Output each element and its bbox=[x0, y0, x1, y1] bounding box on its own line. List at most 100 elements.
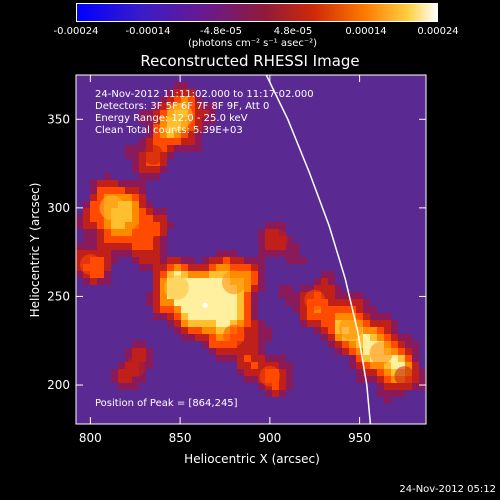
heatmap-cell bbox=[202, 334, 209, 341]
heatmap-cell bbox=[251, 348, 258, 355]
heatmap-cell bbox=[104, 278, 111, 285]
heatmap-cell bbox=[265, 383, 272, 390]
emission-region bbox=[223, 324, 245, 347]
heatmap-cell bbox=[125, 201, 132, 208]
heatmap-cell bbox=[153, 103, 160, 110]
heatmap-cell bbox=[188, 306, 195, 313]
heatmap-cell bbox=[405, 341, 412, 348]
emission-region bbox=[167, 102, 193, 129]
heatmap-cell bbox=[125, 208, 132, 215]
heatmap-cell bbox=[209, 285, 216, 292]
heatmap-cell bbox=[279, 285, 286, 292]
heatmap-cell bbox=[83, 250, 90, 257]
heatmap-cell bbox=[111, 180, 118, 187]
heatmap-cell bbox=[279, 376, 286, 383]
heatmap-cell bbox=[356, 292, 363, 299]
heatmap-cell bbox=[335, 292, 342, 299]
heatmap-cell bbox=[209, 271, 216, 278]
heatmap-cell bbox=[181, 82, 188, 89]
x-axis-label: Heliocentric X (arcsec) bbox=[184, 452, 320, 466]
heatmap-cell bbox=[146, 201, 153, 208]
heatmap-cell bbox=[328, 285, 335, 292]
emission-region bbox=[269, 230, 289, 250]
heatmap-cell bbox=[251, 264, 258, 271]
heatmap-cell bbox=[412, 376, 419, 383]
heatmap-cell bbox=[412, 341, 419, 348]
heatmap-cell bbox=[363, 362, 370, 369]
heatmap-cell bbox=[223, 355, 230, 362]
heatmap-cell bbox=[244, 278, 251, 285]
colorbar-tick-label: 4.8e-05 bbox=[273, 26, 313, 37]
heatmap-cell bbox=[335, 320, 342, 327]
colorbar-unit-label: (photons cm⁻² s⁻¹ asec⁻²) bbox=[188, 38, 318, 49]
heatmap-cell bbox=[398, 383, 405, 390]
heatmap-cell bbox=[384, 383, 391, 390]
heatmap-cell bbox=[181, 327, 188, 334]
heatmap-cell bbox=[97, 236, 104, 243]
heatmap-cell bbox=[335, 285, 342, 292]
heatmap-cell bbox=[342, 306, 349, 313]
heatmap-cell bbox=[181, 320, 188, 327]
heatmap-cell bbox=[146, 250, 153, 257]
heatmap-cell bbox=[300, 320, 307, 327]
heatmap-cell bbox=[356, 306, 363, 313]
heatmap-cell bbox=[132, 208, 139, 215]
heatmap-cell bbox=[258, 327, 265, 334]
heatmap-cell bbox=[118, 222, 125, 229]
x-tick-label: 850 bbox=[169, 431, 192, 445]
heatmap-cell bbox=[202, 327, 209, 334]
heatmap-cell bbox=[258, 264, 265, 271]
heatmap-cell bbox=[111, 236, 118, 243]
heatmap-cell bbox=[237, 362, 244, 369]
y-tick-label: 250 bbox=[47, 289, 70, 303]
heatmap-cell bbox=[90, 194, 97, 201]
heatmap-cell bbox=[181, 306, 188, 313]
heatmap-cell bbox=[174, 320, 181, 327]
heatmap-cell bbox=[258, 257, 265, 264]
heatmap-cell bbox=[76, 257, 83, 264]
heatmap-cell bbox=[328, 327, 335, 334]
heatmap-cell bbox=[370, 306, 377, 313]
heatmap-cell bbox=[349, 341, 356, 348]
heatmap-cell bbox=[153, 124, 160, 131]
heatmap-cell bbox=[251, 376, 258, 383]
heatmap-cell bbox=[209, 278, 216, 285]
heatmap-cell bbox=[377, 376, 384, 383]
heatmap-cell bbox=[377, 369, 384, 376]
heatmap-cell bbox=[132, 257, 139, 264]
heatmap-cell bbox=[216, 292, 223, 299]
heatmap-cell bbox=[258, 334, 265, 341]
heatmap-cell bbox=[328, 271, 335, 278]
heatmap-cell bbox=[258, 383, 265, 390]
heatmap-cell bbox=[181, 271, 188, 278]
heatmap-cell bbox=[244, 341, 251, 348]
heatmap-cell bbox=[223, 299, 230, 306]
heatmap-cell bbox=[300, 306, 307, 313]
heatmap-cell bbox=[209, 117, 216, 124]
heatmap-cell bbox=[216, 250, 223, 257]
heatmap-cell bbox=[160, 152, 167, 159]
heatmap-cell bbox=[244, 285, 251, 292]
heatmap-cell bbox=[328, 306, 335, 313]
heatmap-cell bbox=[118, 369, 125, 376]
heatmap-cell bbox=[118, 215, 125, 222]
heatmap-cell bbox=[321, 285, 328, 292]
emission-region bbox=[79, 254, 101, 275]
y-tick-label: 350 bbox=[47, 112, 70, 126]
heatmap-cell bbox=[167, 222, 174, 229]
heatmap-cell bbox=[174, 89, 181, 96]
heatmap-cell bbox=[174, 82, 181, 89]
heatmap-cell bbox=[153, 236, 160, 243]
heatmap-cell bbox=[265, 250, 272, 257]
heatmap-cell bbox=[258, 271, 265, 278]
heatmap-cell bbox=[132, 236, 139, 243]
heatmap-cell bbox=[146, 124, 153, 131]
heatmap-cell bbox=[132, 194, 139, 201]
heatmap-cell bbox=[244, 271, 251, 278]
heatmap-cell bbox=[363, 299, 370, 306]
heatmap-cell bbox=[356, 362, 363, 369]
heatmap-cell bbox=[251, 355, 258, 362]
emission-region bbox=[125, 357, 146, 378]
heatmap-cell bbox=[125, 383, 132, 390]
heatmap-cell bbox=[125, 180, 132, 187]
